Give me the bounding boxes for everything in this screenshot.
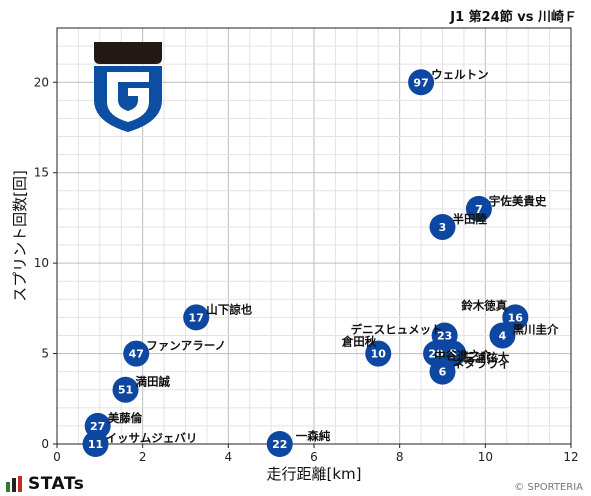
point-number-label: 7 xyxy=(475,203,483,216)
point-marker xyxy=(408,69,435,96)
point-number-label: 17 xyxy=(189,311,204,324)
point-marker xyxy=(123,340,150,367)
point-name-label: デニスヒュメット xyxy=(351,322,443,336)
x-tick-label: 6 xyxy=(310,450,318,464)
axis-ticks: 0 2 4 6 8 10 12 0 5 10 15 20 xyxy=(34,75,579,464)
point-number-label: 11 xyxy=(88,438,103,451)
data-point: 22 一森純 xyxy=(266,429,331,457)
point-name-label: イッサムジェバリ xyxy=(106,431,198,445)
match-title: J1 第24節 vs 川崎Ｆ xyxy=(450,10,577,25)
x-tick-label: 0 xyxy=(53,450,61,464)
crest-top xyxy=(94,42,162,64)
stats-brand-text: STATs xyxy=(28,474,85,494)
point-number-label: 20 xyxy=(428,348,444,361)
point-name-label: ファンアラーノ xyxy=(146,339,226,353)
y-axis-label: スプリント回数[回] xyxy=(11,170,29,302)
point-number-label: 51 xyxy=(118,384,133,397)
stats-bars-icon xyxy=(6,476,22,492)
point-marker xyxy=(429,213,456,240)
point-number-label: 10 xyxy=(371,348,387,361)
point-number-label: 47 xyxy=(129,348,144,361)
point-marker xyxy=(429,358,456,385)
point-number-label: 16 xyxy=(508,311,524,324)
point-number-label: 22 xyxy=(272,438,287,451)
point-marker xyxy=(489,322,516,349)
point-name-label: 鈴木徳真 xyxy=(461,298,507,312)
point-name-label: 美藤倫 xyxy=(108,411,143,425)
data-point: 3 半田陸 xyxy=(429,212,488,240)
x-tick-label: 4 xyxy=(225,450,233,464)
point-number-label: 23 xyxy=(437,329,452,342)
point-number-label: 5 xyxy=(449,348,457,361)
stats-logo: STATs xyxy=(6,474,84,494)
point-marker xyxy=(365,340,392,367)
y-tick-label: 5 xyxy=(41,347,49,361)
y-tick-label: 0 xyxy=(41,437,49,451)
point-name-label: ネタラヴィ xyxy=(453,357,511,371)
point-number-label: 27 xyxy=(90,420,105,433)
y-tick-label: 15 xyxy=(34,166,49,180)
point-number-label: 6 xyxy=(439,366,447,379)
x-axis-label: 走行距離[km] xyxy=(266,465,361,483)
point-marker xyxy=(82,431,109,457)
point-name-label: 三浦弦太 xyxy=(463,351,509,365)
point-name-label: 黒川圭介 xyxy=(512,322,558,336)
point-marker xyxy=(502,304,529,331)
crest-g-letter xyxy=(107,72,149,122)
y-tick-label: 10 xyxy=(34,256,49,270)
point-marker xyxy=(266,431,293,457)
x-tick-label: 2 xyxy=(139,450,147,464)
y-tick-label: 20 xyxy=(34,75,49,89)
point-name-label: 半田陸 xyxy=(453,212,488,226)
data-point: 4 黒川圭介 xyxy=(489,322,559,349)
data-point: 6 ネタラヴィ xyxy=(429,357,511,385)
point-name-label: ウェルトン xyxy=(431,67,489,81)
point-marker xyxy=(112,376,139,403)
point-name-label: 中谷進之介 xyxy=(434,349,492,363)
point-name-label: 山下諒也 xyxy=(206,302,252,316)
point-number-label: 3 xyxy=(439,221,447,234)
copyright-text: © SPORTERIA xyxy=(514,482,583,493)
data-point: 11 イッサムジェバリ xyxy=(82,431,198,457)
point-number-label: 97 xyxy=(413,76,428,89)
x-tick-label: 12 xyxy=(563,450,578,464)
point-name-label: 倉田秋 xyxy=(341,335,377,349)
x-tick-label: 8 xyxy=(396,450,404,464)
point-marker xyxy=(465,195,492,222)
point-name-label: 満田誠 xyxy=(136,375,171,389)
gamba-osaka-crest xyxy=(94,42,162,132)
point-marker xyxy=(183,304,210,331)
point-name-label: 宇佐美貴史 xyxy=(489,194,547,208)
data-point: 7 宇佐美貴史 xyxy=(465,194,547,222)
point-number-label: 4 xyxy=(499,329,507,342)
point-name-label: 一森純 xyxy=(296,429,331,443)
x-tick-label: 10 xyxy=(478,450,493,464)
